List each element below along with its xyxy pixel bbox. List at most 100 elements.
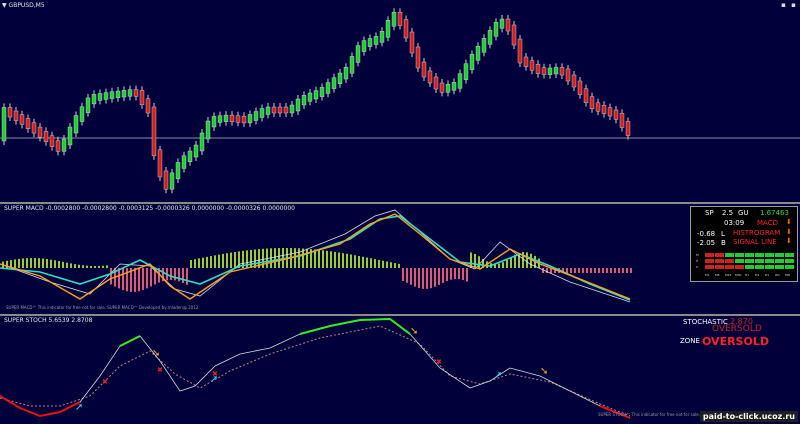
pane-separator[interactable] [0,202,800,204]
histogram-bar [174,268,176,281]
candle-body [67,126,73,146]
histogram-bar [414,268,416,287]
histogram-bar [58,261,60,268]
price-chart[interactable]: ▼ GBPUSD,M5 ▪ ▪ [0,0,800,202]
histogram-bar [430,268,432,289]
histogram-bar [130,268,132,292]
candle-body [151,106,157,157]
signal-cell [725,265,734,269]
histogram-bar [518,252,520,268]
stoch-footer: SUPER STOCH™ This indicator for free not… [598,412,715,417]
macd-label: MACD [757,219,778,227]
histogram-bar [198,258,200,268]
signal-cell [715,259,724,263]
overbought-segment [299,317,411,335]
candle-body [61,138,67,152]
macd-chart[interactable] [0,204,800,314]
histogram-bar [106,265,108,268]
candle-body [433,76,439,90]
histogram-bar [222,253,224,268]
signal-cell [775,259,784,263]
histogram-bar [594,268,596,273]
stoch-chart[interactable]: ➚ ➚ ➚ ➘ ➘ ➘ ✖ ✖ ✖ ✖ [0,316,800,424]
candle-body [385,20,391,38]
candle-body [103,92,109,100]
signal-cell [775,265,784,269]
histogram-bar [294,248,296,268]
histogram-bar [234,251,236,268]
histogram-bar [498,263,500,268]
triangle-down-icon[interactable]: ▼ [2,2,7,9]
histogram-bar [582,268,584,273]
pane-separator[interactable] [0,314,800,316]
histogram-bar [86,265,88,268]
candle-body [139,90,145,105]
timeframe-label: W1 [775,273,780,277]
histogram-bar [246,250,248,268]
candle-body [583,88,589,103]
histogram-bar [522,252,524,268]
zone-label: ZONE [680,337,700,345]
cross-icon: ✖ [102,378,108,386]
macd-indicator-pane[interactable]: SUPER MACD -0.0002800 -0.0002800 -0.0003… [0,204,800,314]
candle-body [541,67,547,75]
histogram-bar [478,256,480,268]
candle-body [295,98,301,112]
histogram-bar [250,249,252,268]
signal-cell [735,253,744,257]
candle-body [319,87,325,97]
candle-body [439,82,445,93]
histogram-bar [74,264,76,268]
candle-body [283,106,289,114]
stochastic-label: STOCHASTIC [683,318,728,326]
timeframe-label: MN [785,273,790,277]
candle-body [469,54,475,70]
candle-body [7,107,13,118]
histogram-bar [70,263,72,268]
window-close-icon[interactable]: ▪ [791,1,796,9]
histogram-bar [458,268,460,280]
histogram-bar [142,268,144,291]
timeframe-label: M15 [725,273,732,277]
histogram-bar [502,262,504,268]
signal-cell [705,265,714,269]
signal-cell [745,259,754,263]
histogram-bar [626,268,628,273]
histogram-bar [310,249,312,268]
histogram-bar [470,252,472,268]
histogram-bar [126,268,128,292]
candle-body [445,84,451,93]
candle-body [115,90,121,98]
histogram-bar [606,268,608,273]
histogram-bar [170,268,172,281]
candle-body [403,19,409,39]
signal-cell [785,259,794,263]
signal-cell [725,259,734,263]
histogram-bar [338,252,340,268]
histogram-bar [82,265,84,268]
stoch-indicator-pane[interactable]: ➚ ➚ ➚ ➘ ➘ ➘ ✖ ✖ ✖ ✖ SUPER STOCH 5.6539 2.8708 SUP… [0,316,800,424]
histogram-bar [514,254,516,268]
window-minimize-icon[interactable]: ▪ [781,1,786,9]
stoch-signal-line [0,325,631,417]
histogram-bar [66,262,68,268]
signal-cell [765,259,774,263]
histogram-bar [206,256,208,268]
candle-body [313,90,319,100]
signal-cell [735,259,744,263]
histogram-bar [418,268,420,289]
histogram-bar [26,258,28,268]
histogram-bar [482,258,484,268]
candlestick-chart[interactable] [0,0,800,202]
candle-body [13,110,19,121]
histogram-bar [386,261,388,268]
timeframe-label: M5 [715,273,720,277]
signal-cell [715,253,724,257]
histogram-bar [14,259,16,268]
histogram-bar [426,268,428,289]
histogram-bar [358,255,360,268]
histogram-bar [90,265,92,268]
timeframe-label: M30 [735,273,742,277]
histogram-bar [454,268,456,280]
histogram-bar [434,268,436,287]
